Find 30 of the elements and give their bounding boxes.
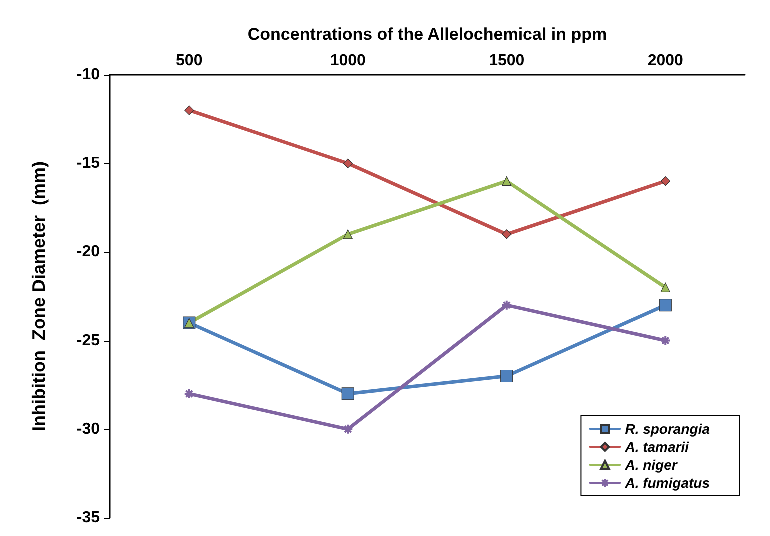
y-axis-title: Inhibition Zone Diameter (mm)	[29, 161, 49, 432]
point	[343, 158, 353, 168]
legend-label: A. niger	[624, 457, 679, 473]
y-tick-label: -10	[76, 66, 100, 84]
y-tick-label: -35	[76, 510, 100, 526]
point	[500, 370, 514, 383]
point	[659, 299, 672, 312]
point	[660, 176, 670, 186]
point	[184, 388, 195, 400]
legend-label: A. tamarii	[624, 439, 690, 455]
point	[342, 424, 354, 435]
y-tick-label: -25	[76, 332, 100, 350]
legend-label: R. sporangia	[625, 421, 710, 437]
point	[184, 106, 194, 116]
legend-label: A. fumigatus	[624, 475, 710, 491]
x-tick-label: 1000	[330, 52, 366, 70]
x-tick-label: 2000	[648, 52, 684, 70]
point	[502, 230, 512, 240]
point	[660, 335, 672, 346]
y-tick-label: -15	[76, 155, 100, 172]
x-tick-label: 1500	[489, 52, 525, 70]
x-axis-title: Concentrations of the Allelochemical in ppm	[248, 25, 608, 44]
point	[501, 300, 512, 311]
y-tick-label: -30	[76, 420, 100, 438]
point	[343, 230, 353, 240]
point	[342, 388, 354, 400]
y-tick-label: -20	[76, 244, 100, 261]
point	[502, 176, 512, 186]
x-tick-label: 500	[176, 52, 203, 70]
point	[660, 282, 670, 292]
